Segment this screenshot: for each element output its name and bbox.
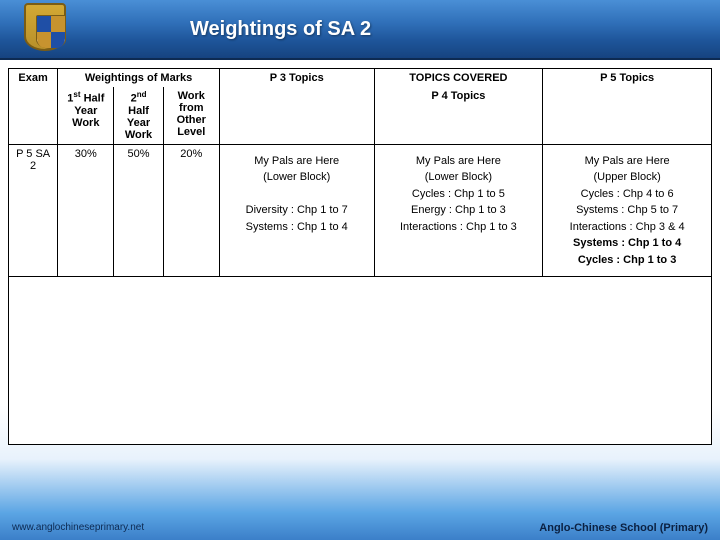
footer: www.anglochineseprimary.net Anglo-Chines… bbox=[0, 522, 720, 534]
weightings-table: Exam Weightings of Marks P 3 Topics TOPI… bbox=[8, 68, 712, 277]
col-topics-group: TOPICS COVERED bbox=[374, 69, 543, 88]
table-row: P 5 SA 2 30% 50% 20% My Pals are Here (L… bbox=[9, 144, 712, 277]
col-p4: P 4 Topics bbox=[374, 87, 543, 144]
col-w3: Work from Other Level bbox=[163, 87, 219, 144]
cell-w1: 30% bbox=[58, 144, 114, 277]
cell-p4: My Pals are Here (Lower Block) Cycles : … bbox=[374, 144, 543, 277]
footer-school: Anglo-Chinese School (Primary) bbox=[539, 522, 708, 534]
table-container: Exam Weightings of Marks P 3 Topics TOPI… bbox=[0, 60, 720, 277]
cell-w2: 50% bbox=[114, 144, 163, 277]
col-exam: Exam bbox=[9, 69, 58, 145]
school-crest-icon bbox=[20, 0, 70, 59]
footer-url: www.anglochineseprimary.net bbox=[12, 522, 144, 534]
cell-p3: My Pals are Here (Lower Block) Diversity… bbox=[219, 144, 374, 277]
col-p3: P 3 Topics bbox=[219, 69, 374, 145]
table-header-row-1: Exam Weightings of Marks P 3 Topics TOPI… bbox=[9, 69, 712, 88]
table-blank-area bbox=[8, 277, 712, 445]
col-w1: 1st Half Year Work bbox=[58, 87, 114, 144]
page-title: Weightings of SA 2 bbox=[190, 18, 371, 41]
cell-p5: My Pals are Here (Upper Block) Cycles : … bbox=[543, 144, 712, 277]
cell-exam: P 5 SA 2 bbox=[9, 144, 58, 277]
col-weightings-group: Weightings of Marks bbox=[58, 69, 220, 88]
col-w2: 2nd Half Year Work bbox=[114, 87, 163, 144]
col-p5: P 5 Topics bbox=[543, 69, 712, 145]
cell-w3: 20% bbox=[163, 144, 219, 277]
slide-header: Weightings of SA 2 bbox=[0, 0, 720, 60]
